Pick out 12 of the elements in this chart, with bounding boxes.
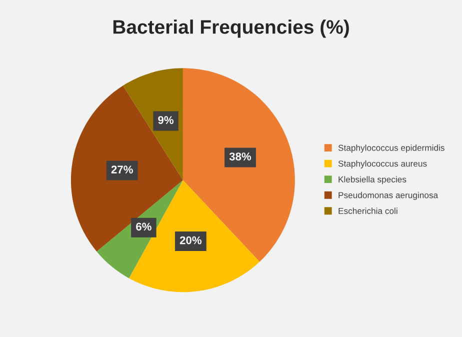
legend-label: Pseudomonas aeruginosa: [338, 192, 438, 200]
legend-label: Klebsiella species: [338, 176, 406, 184]
data-label: 6%: [136, 222, 152, 231]
legend-label: Staphylococcus epidermidis: [338, 144, 444, 153]
data-label: 9%: [158, 116, 174, 124]
data-label: 27%: [111, 166, 133, 174]
data-label: 20%: [180, 236, 202, 244]
chart-title: Bacterial Frequencies (%): [113, 20, 349, 38]
legend-label: Escherichia coli: [338, 208, 398, 214]
pie-slice: [129, 180, 260, 292]
legend-label: Staphylococcus aureus: [338, 160, 427, 168]
data-label: 38%: [229, 152, 252, 160]
